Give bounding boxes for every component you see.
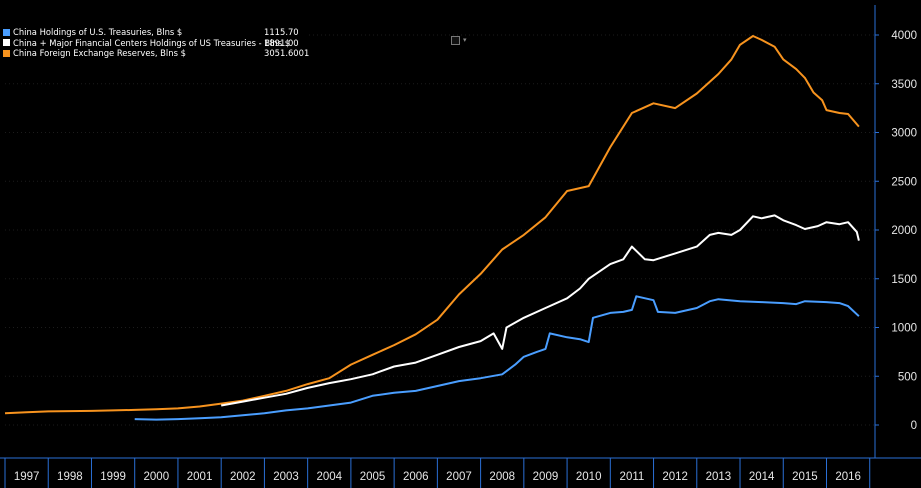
- legend-item-china-holdings[interactable]: China Holdings of U.S. Treasuries, Blns …: [3, 27, 309, 38]
- y-tick-label: 2000: [891, 225, 917, 237]
- x-tick-label: 2006: [403, 471, 429, 483]
- legend-swatch: [3, 49, 10, 57]
- legend-swatch: [3, 39, 10, 47]
- y-tick-label: 3000: [891, 128, 917, 140]
- series-line: [134, 295, 860, 421]
- legend-item-financial-centers[interactable]: China + Major Financial Centers Holdings…: [3, 38, 309, 49]
- legend-value: 1891.00: [264, 37, 299, 48]
- x-tick-label: 2004: [316, 471, 342, 483]
- legend-item-fx-reserves[interactable]: China Foreign Exchange Reserves, Blns $ …: [3, 48, 309, 59]
- legend: China Holdings of U.S. Treasuries, Blns …: [3, 27, 310, 59]
- y-axis: 0 500 1000 1500 2000 2500 3000 3500 4000: [874, 5, 917, 458]
- x-tick-label: 2013: [706, 471, 732, 483]
- y-tick-label: 500: [898, 371, 917, 383]
- y-tick-label: 3500: [891, 79, 917, 91]
- x-tick-label: 2003: [273, 471, 299, 483]
- y-tick-label: 1500: [891, 274, 917, 286]
- x-tick-label: 2002: [230, 471, 256, 483]
- legend-label: China Foreign Exchange Reserves, Blns $: [13, 48, 186, 59]
- legend-label: China + Major Financial Centers Holdings…: [13, 37, 291, 48]
- x-tick-label: 2014: [749, 471, 775, 483]
- x-tick-label: 1999: [100, 471, 126, 483]
- x-tick-label: 2005: [360, 471, 386, 483]
- y-tick-label: 0: [911, 420, 917, 432]
- chart-zoom-icon[interactable]: [451, 36, 460, 45]
- x-tick-label: 2008: [489, 471, 515, 483]
- chevron-down-icon[interactable]: ▾: [463, 37, 467, 44]
- series-line: [4, 35, 860, 415]
- x-tick-label: 2015: [792, 471, 818, 483]
- x-tick-label: 2001: [187, 471, 213, 483]
- x-tick-label: 2011: [620, 471, 645, 483]
- series-line: [221, 214, 860, 407]
- legend-value: 1115.70: [264, 27, 299, 37]
- y-tick-label: 4000: [891, 30, 917, 42]
- legend-swatch: [3, 28, 10, 36]
- x-tick-label: 2012: [662, 471, 688, 483]
- x-tick-label: 2007: [446, 471, 472, 483]
- legend-value: 3051.6001: [264, 48, 310, 59]
- legend-label: China Holdings of U.S. Treasuries, Blns …: [13, 27, 183, 37]
- x-tick-label: 2010: [576, 471, 602, 483]
- x-tick-label: 1998: [57, 471, 83, 483]
- x-tick-label: 1997: [14, 471, 40, 483]
- x-axis: 1997 1998 1999 2000 2001 2002 2003 2004 2005 2006…: [0, 457, 921, 488]
- x-tick-label: 2009: [533, 471, 559, 483]
- x-tick-label: 2016: [835, 471, 861, 483]
- y-tick-label: 1000: [891, 323, 917, 335]
- x-axis-band: [0, 458, 921, 488]
- y-tick-label: 2500: [891, 176, 917, 188]
- x-tick-label: 2000: [144, 471, 170, 483]
- series-lines: [4, 35, 860, 421]
